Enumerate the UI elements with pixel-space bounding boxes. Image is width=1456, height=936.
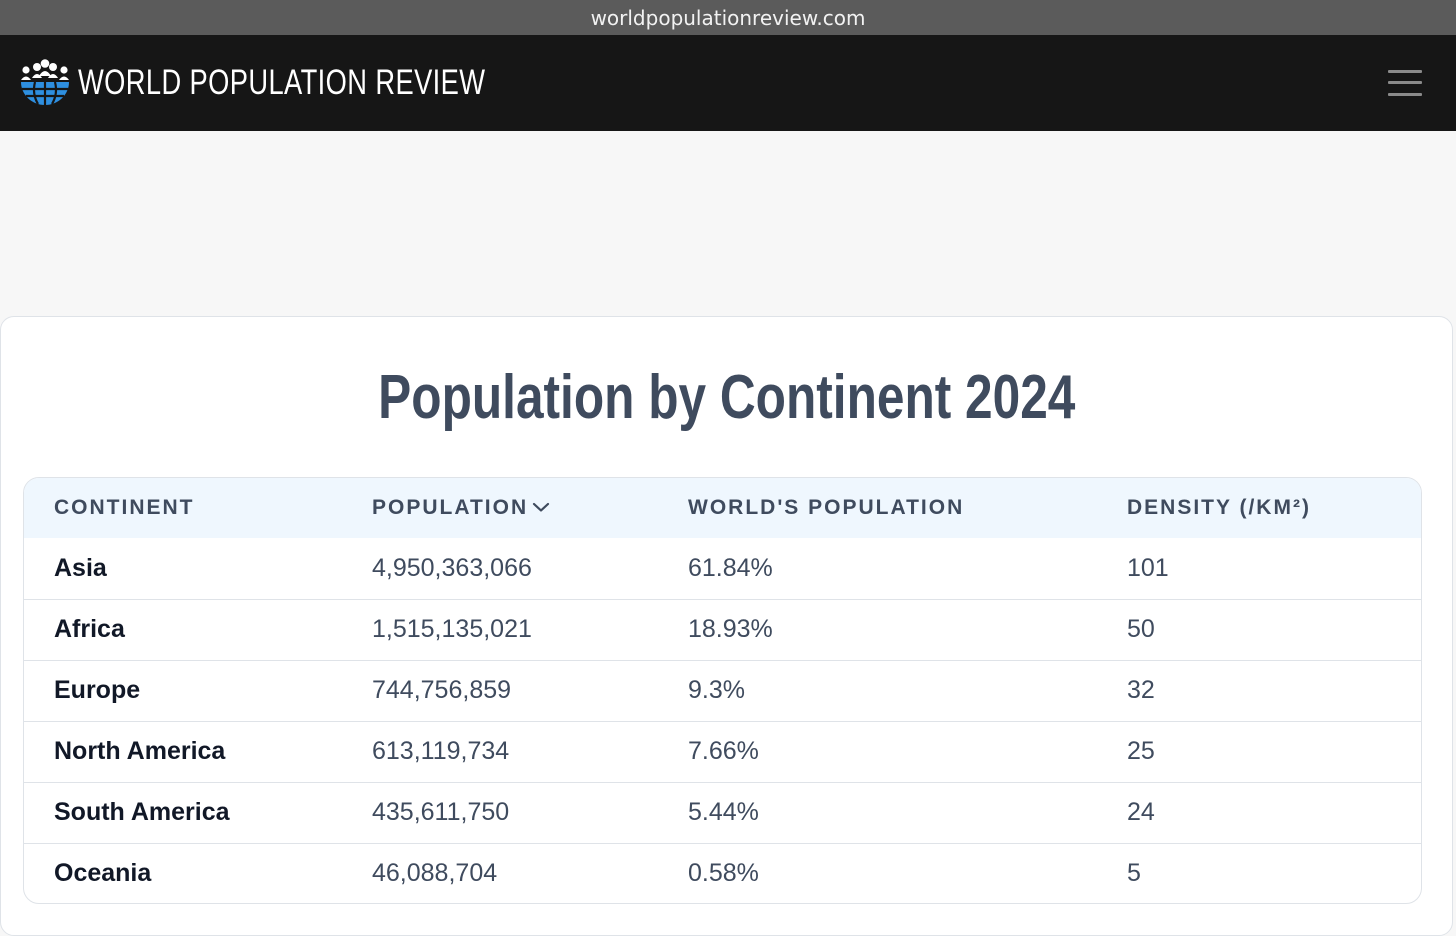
url-text: worldpopulationreview.com [590, 5, 866, 30]
cell-density: 32 [1127, 676, 1155, 704]
cell-population: 1,515,135,021 [372, 615, 532, 643]
site-header: WORLD POPULATION REVIEW [0, 35, 1456, 131]
column-header-density[interactable]: DENSITY (/KM²) [1127, 496, 1311, 519]
table-row: North America 613,119,734 7.66% 25 [24, 721, 1421, 782]
cell-population: 46,088,704 [372, 859, 498, 888]
cell-continent[interactable]: Europe [54, 676, 141, 704]
cell-world-share: 61.84% [688, 553, 773, 582]
cell-continent[interactable]: North America [54, 737, 226, 765]
cell-density: 50 [1127, 615, 1155, 643]
cell-continent[interactable]: Africa [54, 615, 125, 643]
table-row: South America 435,611,750 5.44% 24 [24, 782, 1421, 843]
cell-population: 613,119,734 [372, 737, 510, 765]
column-header-world-share[interactable]: WORLD'S POPULATION [688, 496, 965, 519]
table-row: Asia 4,950,363,066 61.84% 101 [24, 538, 1421, 599]
site-logo[interactable]: WORLD POPULATION REVIEW [20, 58, 600, 108]
cell-density: 25 [1127, 737, 1155, 765]
table-row: Africa 1,515,135,021 18.93% 50 [24, 599, 1421, 660]
cell-density: 5 [1127, 859, 1141, 888]
table-row: Europe 744,756,859 9.3% 32 [24, 660, 1421, 721]
browser-url-bar[interactable]: worldpopulationreview.com [0, 0, 1456, 35]
cell-world-share: 9.3% [688, 676, 745, 704]
cell-density: 101 [1127, 553, 1169, 582]
hamburger-menu-icon[interactable] [1388, 68, 1422, 98]
site-name: WORLD POPULATION REVIEW [78, 63, 486, 102]
column-header-population[interactable]: POPULATION [372, 478, 688, 538]
cell-continent[interactable]: South America [54, 798, 230, 826]
cell-continent[interactable]: Oceania [54, 859, 152, 888]
population-table: CONTINENT POPULATION WORLD'S POPULATION … [23, 477, 1422, 904]
cell-population: 744,756,859 [372, 676, 512, 704]
cell-world-share: 5.44% [688, 798, 759, 826]
page-title: Population by Continent 2024 [378, 363, 1076, 432]
cell-world-share: 18.93% [688, 615, 773, 643]
cell-population: 4,950,363,066 [372, 553, 532, 582]
cell-population: 435,611,750 [372, 798, 510, 826]
cell-world-share: 7.66% [688, 737, 759, 765]
table-header-row: CONTINENT POPULATION WORLD'S POPULATION … [24, 478, 1421, 538]
cell-continent[interactable]: Asia [54, 553, 107, 582]
cell-density: 24 [1127, 798, 1155, 826]
cell-world-share: 0.58% [688, 859, 759, 888]
ad-space [0, 131, 1456, 316]
globe-people-icon [21, 59, 69, 106]
chevron-down-icon [533, 502, 550, 512]
table-row: Oceania 46,088,704 0.58% 5 [24, 843, 1421, 903]
column-header-continent[interactable]: CONTINENT [54, 496, 195, 519]
